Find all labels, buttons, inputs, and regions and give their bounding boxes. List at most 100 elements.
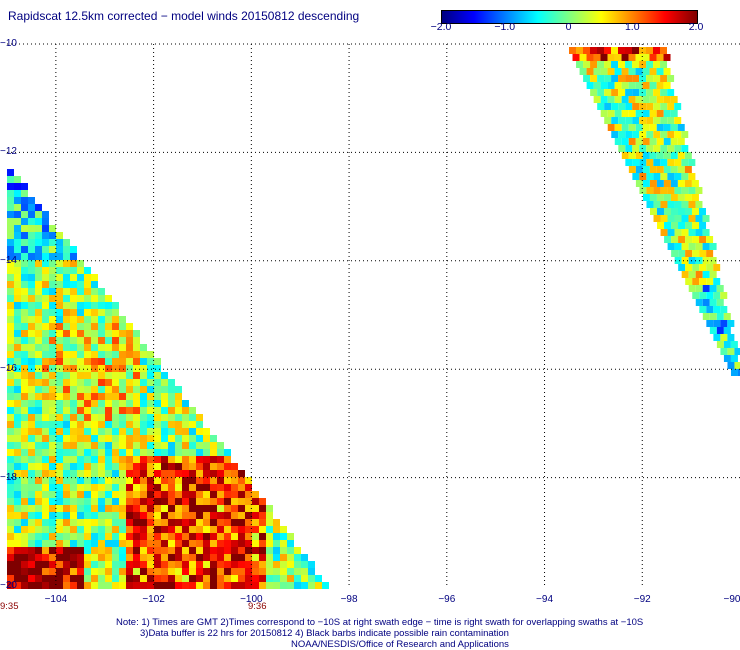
wind-cell [161,575,168,582]
wind-cell [21,533,28,540]
wind-cell [161,484,168,491]
wind-cell [231,547,238,554]
wind-cell [28,400,35,407]
wind-cell [84,540,91,547]
wind-cell [42,456,49,463]
wind-cell [28,456,35,463]
wind-cell [231,533,238,540]
wind-cell [238,477,245,484]
wind-cell [217,582,224,589]
wind-cell [684,166,692,173]
wind-cell [91,470,98,477]
wind-cell [671,222,679,229]
wind-cell [649,166,657,173]
wind-cell [91,302,98,309]
wind-cell [63,519,70,526]
wind-cell [175,463,182,470]
latitude-label: −14 [0,254,17,266]
wind-cell [266,568,273,575]
wind-cell [203,491,210,498]
wind-cell [147,449,154,456]
wind-cell [161,470,168,477]
wind-cell [140,428,147,435]
wind-cell [14,533,21,540]
wind-cell [28,204,35,211]
wind-cell [656,208,664,215]
wind-cell [21,239,28,246]
wind-cell [98,561,105,568]
wind-cell [21,526,28,533]
wind-cell [56,344,63,351]
wind-cell [14,526,21,533]
wind-cell [168,428,175,435]
wind-cell [84,442,91,449]
wind-cell [91,414,98,421]
wind-cell [674,187,682,194]
wind-cell [168,540,175,547]
wind-cell [140,344,147,351]
wind-cell [84,512,91,519]
wind-cell [84,449,91,456]
wind-cell [105,484,112,491]
wind-cell [203,477,210,484]
wind-cell [210,435,217,442]
wind-cell [119,400,126,407]
wind-cell [674,229,682,236]
wind-cell [182,477,189,484]
wind-cell [653,215,661,222]
wind-cell [70,358,77,365]
wind-cell [91,386,98,393]
wind-cell [154,407,161,414]
wind-cell [681,159,689,166]
wind-cell [133,428,140,435]
wind-cell [70,568,77,575]
wind-cell [224,484,231,491]
wind-cell [49,519,56,526]
wind-cell [35,344,42,351]
wind-cell [84,316,91,323]
wind-cell [126,575,133,582]
wind-cell [126,498,133,505]
wind-cell [63,274,70,281]
wind-cell [259,547,266,554]
wind-cell [77,393,84,400]
wind-cell [49,246,56,253]
wind-cell [713,292,721,299]
wind-cell [63,295,70,302]
wind-cell [63,267,70,274]
wind-cell [21,365,28,372]
wind-cell [7,561,14,568]
wind-cell [140,477,147,484]
wind-cell [649,208,657,215]
wind-cell [684,180,692,187]
wind-cell [611,103,619,110]
wind-cell [91,449,98,456]
wind-cell [161,547,168,554]
wind-cell [660,229,668,236]
wind-cell [161,372,168,379]
wind-cell [77,351,84,358]
wind-cell [28,393,35,400]
wind-cell [77,512,84,519]
wind-cell [105,309,112,316]
wind-cell [203,484,210,491]
wind-cell [133,491,140,498]
wind-cell [684,152,692,159]
wind-cell [63,512,70,519]
wind-cell [42,540,49,547]
wind-cell [147,470,154,477]
wind-cell [231,505,238,512]
wind-cell [119,407,126,414]
wind-cell [63,575,70,582]
wind-cell [14,456,21,463]
wind-cell [98,330,105,337]
wind-cell [628,124,636,131]
wind-cell [706,292,714,299]
wind-cell [84,428,91,435]
wind-cell [203,519,210,526]
wind-cell [653,145,661,152]
wind-cell [621,68,629,75]
colorbar-tick-label: −2.0 [430,21,452,33]
wind-cell [14,218,21,225]
wind-cell [14,561,21,568]
